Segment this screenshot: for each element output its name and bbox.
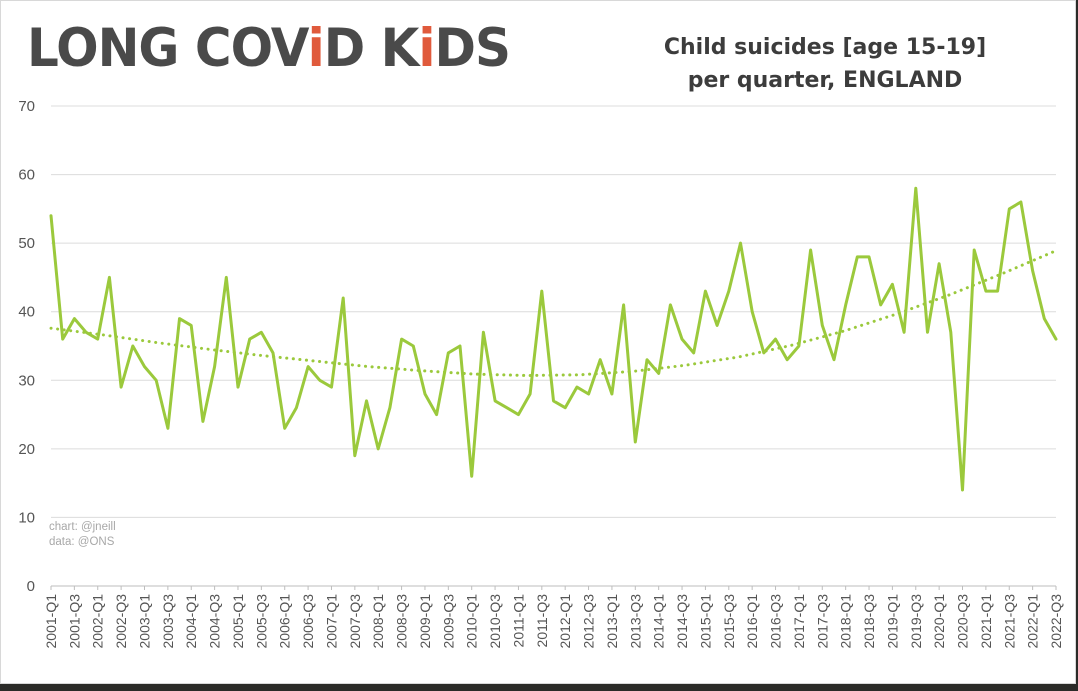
x-tick-label: 2008-Q3: [394, 594, 410, 649]
credits: chart: @jneill data: @ONS: [49, 520, 116, 550]
y-tick-label: 40: [18, 304, 35, 321]
x-tick-label: 2019-Q1: [884, 594, 900, 649]
x-tick-label: 2014-Q3: [674, 594, 690, 649]
x-tick-label: 2010-Q1: [464, 594, 480, 649]
x-tick-label: 2009-Q3: [440, 594, 456, 649]
x-tick-label: 2016-Q3: [768, 594, 784, 649]
x-tick-label: 2015-Q1: [697, 594, 713, 649]
x-tick-label: 2011-Q1: [510, 594, 526, 648]
x-tick-label: 2015-Q3: [721, 594, 737, 649]
x-tick-label: 2008-Q1: [370, 594, 386, 649]
x-tick-label: 2018-Q3: [861, 594, 877, 649]
x-axis-ticks: 2001-Q1 2001-Q3 2002-Q1 2002-Q3 2003-Q1 2003-…: [43, 586, 1064, 648]
y-tick-label: 10: [18, 509, 35, 526]
x-tick-label: 2012-Q1: [557, 594, 573, 649]
x-tick-label: 2001-Q3: [66, 594, 82, 649]
x-tick-label: 2022-Q3: [1048, 594, 1064, 649]
y-axis-ticks: 0 10 20 30 40 50 60 70: [18, 98, 35, 595]
chart-title: Child suicides [age 15-19] per quarter, …: [645, 31, 1005, 97]
x-tick-label: 2004-Q3: [207, 594, 223, 649]
x-tick-label: 2005-Q3: [253, 594, 269, 649]
y-tick-label: 0: [27, 578, 35, 595]
long-covid-kids-logo: LONG COViD KiDS: [27, 17, 511, 79]
x-tick-label: 2003-Q1: [136, 594, 152, 649]
x-tick-label: 2014-Q1: [651, 594, 667, 649]
y-tick-label: 30: [18, 372, 35, 389]
x-tick-label: 2021-Q3: [1001, 594, 1017, 649]
x-tick-label: 2013-Q3: [627, 594, 643, 649]
x-tick-label: 2017-Q3: [814, 594, 830, 649]
credit-chart: chart: @jneill: [49, 521, 116, 533]
x-tick-label: 2013-Q1: [604, 594, 620, 649]
x-tick-label: 2021-Q1: [978, 594, 994, 649]
x-tick-label: 2007-Q1: [323, 594, 339, 649]
x-tick-label: 2020-Q3: [955, 594, 971, 649]
x-tick-label: 2011-Q3: [534, 594, 550, 648]
x-tick-label: 2010-Q3: [487, 594, 503, 649]
x-tick-label: 2019-Q3: [908, 594, 924, 649]
gridlines: [51, 105, 1056, 587]
x-tick-label: 2017-Q1: [791, 594, 807, 649]
credit-data: data: @ONS: [49, 536, 115, 548]
chart-title-line-2: per quarter, ENGLAND: [687, 68, 963, 93]
x-tick-label: 2005-Q1: [230, 594, 246, 649]
x-tick-label: 2006-Q1: [277, 594, 293, 649]
x-tick-label: 2007-Q3: [347, 594, 363, 649]
y-tick-label: 70: [18, 98, 35, 115]
x-tick-label: 2018-Q1: [838, 594, 854, 649]
x-tick-label: 2002-Q1: [90, 594, 106, 649]
x-tick-label: 2004-Q1: [183, 594, 199, 649]
x-tick-label: 2003-Q3: [160, 594, 176, 649]
series-line: [49, 186, 1058, 492]
y-tick-label: 50: [18, 235, 35, 252]
x-tick-label: 2012-Q3: [581, 594, 597, 649]
y-tick-label: 60: [18, 167, 35, 184]
x-tick-label: 2002-Q3: [113, 594, 129, 649]
y-tick-label: 20: [18, 441, 35, 458]
x-tick-label: 2006-Q3: [300, 594, 316, 649]
x-tick-label: 2020-Q1: [931, 594, 947, 649]
chart-title-line-1: Child suicides [age 15-19]: [663, 35, 987, 60]
x-tick-label: 2022-Q1: [1025, 594, 1041, 649]
x-tick-label: 2009-Q1: [417, 594, 433, 649]
x-tick-label: 2001-Q1: [43, 594, 59, 649]
x-tick-label: 2016-Q1: [744, 594, 760, 649]
